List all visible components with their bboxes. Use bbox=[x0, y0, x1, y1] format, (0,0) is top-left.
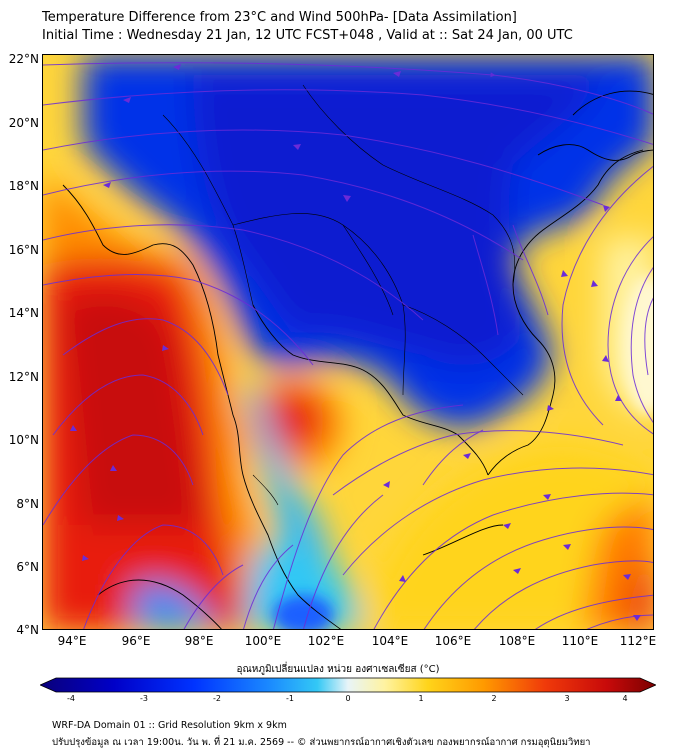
colorbar-tick: -2 bbox=[213, 694, 221, 703]
lon-label: 94°E bbox=[57, 634, 87, 648]
lat-label: 14°N bbox=[8, 306, 39, 320]
colorbar-tick: -4 bbox=[67, 694, 75, 703]
wind-streamlines bbox=[43, 62, 653, 629]
lon-label: 100°E bbox=[244, 634, 282, 648]
colorbar-tick: 4 bbox=[622, 694, 628, 703]
map-panel bbox=[42, 54, 654, 630]
colorbar bbox=[40, 677, 656, 693]
coastlines bbox=[62, 90, 653, 629]
lat-label: 20°N bbox=[8, 116, 39, 130]
country-borders bbox=[162, 84, 524, 506]
chart-title: Temperature Difference from 23°C and Win… bbox=[42, 10, 517, 25]
lon-label: 102°E bbox=[307, 634, 345, 648]
lat-label: 12°N bbox=[8, 370, 39, 384]
colorbar-tick: 3 bbox=[564, 694, 570, 703]
lat-label: 6°N bbox=[16, 560, 39, 574]
lon-label: 112°E bbox=[619, 634, 657, 648]
lat-label: 4°N bbox=[16, 623, 39, 637]
lon-label: 106°E bbox=[434, 634, 472, 648]
footer-model-info: WRF-DA Domain 01 :: Grid Resolution 9km … bbox=[52, 720, 287, 731]
lat-label: 18°N bbox=[8, 179, 39, 193]
lon-label: 98°E bbox=[184, 634, 214, 648]
temperature-field bbox=[43, 55, 653, 629]
lat-label: 22°N bbox=[8, 52, 39, 66]
map-canvas bbox=[43, 55, 653, 629]
colorbar-title: อุณหภูมิเปลี่ยนแปลง หน่วย องศาเซลเซียส (… bbox=[236, 664, 440, 675]
lat-label: 10°N bbox=[8, 433, 39, 447]
footer-credit: ปรับปรุงข้อมูล ณ เวลา 19:00น. วัน พ. ที่… bbox=[52, 737, 591, 748]
colorbar-tick: -1 bbox=[286, 694, 294, 703]
colorbar-tick: 0 bbox=[345, 694, 351, 703]
colorbar-tick: 1 bbox=[418, 694, 424, 703]
chart-subtitle: Initial Time : Wednesday 21 Jan, 12 UTC … bbox=[42, 28, 573, 43]
lat-label: 16°N bbox=[8, 243, 39, 257]
wind-arrowheads bbox=[70, 64, 641, 621]
lon-label: 108°E bbox=[498, 634, 536, 648]
lon-label: 104°E bbox=[371, 634, 409, 648]
lon-label: 96°E bbox=[121, 634, 151, 648]
colorbar-tick: -3 bbox=[140, 694, 148, 703]
lat-label: 8°N bbox=[16, 497, 39, 511]
colorbar-tick: 2 bbox=[491, 694, 497, 703]
lon-label: 110°E bbox=[561, 634, 599, 648]
